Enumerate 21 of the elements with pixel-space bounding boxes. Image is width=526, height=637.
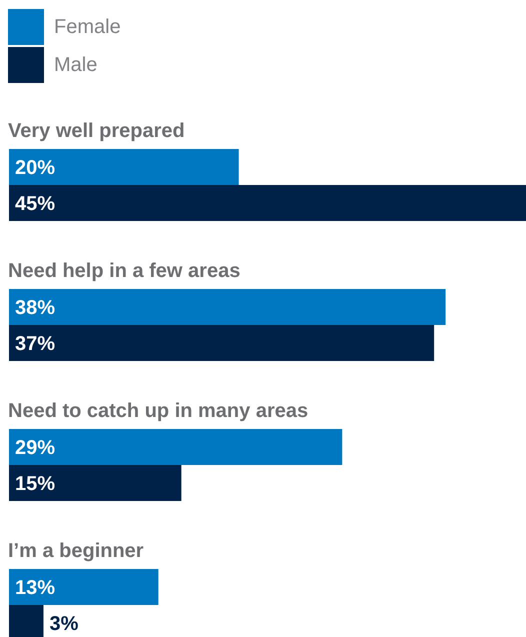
y-tick-label: Need to catch up in many areas (8, 400, 308, 422)
bar (9, 465, 182, 501)
y-tick-label: Need help in a few areas (8, 260, 240, 282)
data-label: 3% (49, 613, 79, 635)
data-label: 37% (15, 333, 56, 355)
bar (9, 289, 446, 325)
bar (9, 325, 434, 361)
data-label: 15% (15, 473, 56, 495)
bar (9, 429, 342, 465)
legend-label: Female (54, 16, 121, 38)
bar (9, 569, 158, 605)
data-label: 13% (15, 577, 56, 599)
bar (9, 185, 526, 221)
data-label: 38% (15, 297, 56, 319)
bar (9, 149, 239, 185)
y-tick-label: I’m a beginner (8, 540, 144, 562)
data-label: 20% (15, 157, 56, 179)
data-label: 29% (15, 437, 56, 459)
y-tick-label: Very well prepared (8, 120, 185, 142)
legend-label: Male (54, 54, 98, 76)
data-label: 45% (15, 193, 56, 215)
